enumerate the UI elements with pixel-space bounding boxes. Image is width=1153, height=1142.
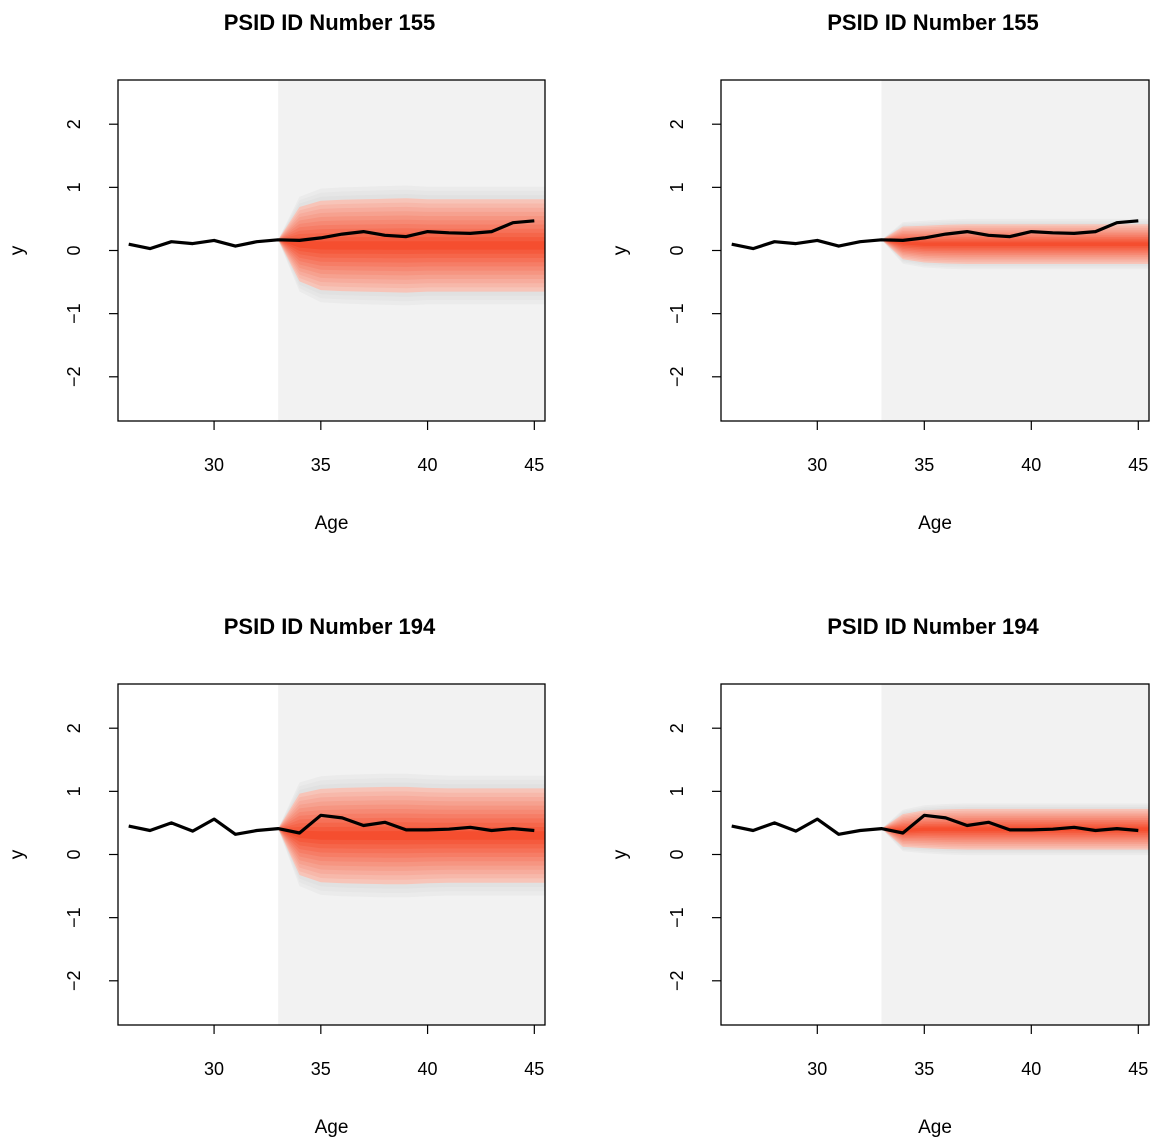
y-axis-label: y xyxy=(610,245,631,255)
x-tick-label: 30 xyxy=(807,1059,827,1079)
x-axis-label: Age xyxy=(918,1117,952,1138)
plot-area xyxy=(731,80,1149,421)
chart-title: PSID ID Number 155 xyxy=(827,10,1039,35)
y-tick-label: 1 xyxy=(64,182,84,192)
x-axis-label: Age xyxy=(315,513,349,534)
y-tick-label: 2 xyxy=(64,119,84,129)
y-tick-label: −1 xyxy=(64,303,84,324)
x-tick-label: 30 xyxy=(807,455,827,475)
x-axis-label: Age xyxy=(315,1117,349,1138)
y-axis-label: y xyxy=(7,245,28,255)
x-tick-label: 45 xyxy=(1128,455,1148,475)
plot-area xyxy=(128,80,545,421)
fan-band-14 xyxy=(881,239,1149,246)
chart-panel-3: 30 35 40 45 −2 −1 0 1 2 PSID ID Number 194 Age y xyxy=(7,614,546,1138)
series-line xyxy=(731,813,1139,836)
y-tick-label: 1 xyxy=(667,786,687,796)
y-tick-label: −1 xyxy=(667,907,687,928)
x-tick-label: 35 xyxy=(311,455,331,475)
x-tick-label: 30 xyxy=(204,1059,224,1079)
y-tick-label: −2 xyxy=(667,367,687,388)
y-tick-label: −2 xyxy=(64,367,84,388)
y-tick-label: 0 xyxy=(64,849,84,859)
y-tick-label: −1 xyxy=(64,907,84,928)
y-tick-label: 1 xyxy=(64,786,84,796)
y-axis-label: y xyxy=(610,849,631,859)
x-tick-label: 40 xyxy=(418,455,438,475)
x-tick-label: 45 xyxy=(524,455,544,475)
y-tick-label: 2 xyxy=(667,119,687,129)
chart-panel-1: 30 35 40 45 −2 −1 0 1 2 PSID ID Number 155 Age y xyxy=(7,10,546,534)
chart-panel-4: 30 35 40 45 −2 −1 0 1 2 PSID ID Number 194 Age y xyxy=(610,614,1150,1138)
series-line xyxy=(128,813,535,836)
y-tick-label: 1 xyxy=(667,182,687,192)
series-line xyxy=(731,219,1139,251)
y-tick-label: 0 xyxy=(667,245,687,255)
x-tick-label: 45 xyxy=(524,1059,544,1079)
plot-area xyxy=(731,684,1149,1025)
x-tick-label: 45 xyxy=(1128,1059,1148,1079)
y-tick-label: −1 xyxy=(667,303,687,324)
chart-panel-2: 30 35 40 45 −2 −1 0 1 2 PSID ID Number 155 Age y xyxy=(610,10,1150,534)
plot-area xyxy=(128,684,545,1025)
x-axis-label: Age xyxy=(918,513,952,534)
series-line xyxy=(128,219,535,251)
chart-title: PSID ID Number 194 xyxy=(827,614,1039,639)
chart-title: PSID ID Number 194 xyxy=(224,614,436,639)
x-tick-label: 35 xyxy=(311,1059,331,1079)
chart-title: PSID ID Number 155 xyxy=(224,10,436,35)
fan-band-14 xyxy=(278,239,545,250)
x-tick-label: 35 xyxy=(914,1059,934,1079)
y-tick-label: −2 xyxy=(64,971,84,992)
y-tick-label: 0 xyxy=(64,245,84,255)
y-axis-label: y xyxy=(7,849,28,859)
x-tick-label: 30 xyxy=(204,455,224,475)
fan-band-14 xyxy=(278,828,545,840)
x-tick-label: 40 xyxy=(1021,1059,1041,1079)
y-tick-label: −2 xyxy=(667,971,687,992)
x-tick-label: 40 xyxy=(418,1059,438,1079)
y-tick-label: 0 xyxy=(667,849,687,859)
x-tick-label: 35 xyxy=(914,455,934,475)
y-tick-label: 2 xyxy=(64,723,84,733)
y-tick-label: 2 xyxy=(667,723,687,733)
x-tick-label: 40 xyxy=(1021,455,1041,475)
